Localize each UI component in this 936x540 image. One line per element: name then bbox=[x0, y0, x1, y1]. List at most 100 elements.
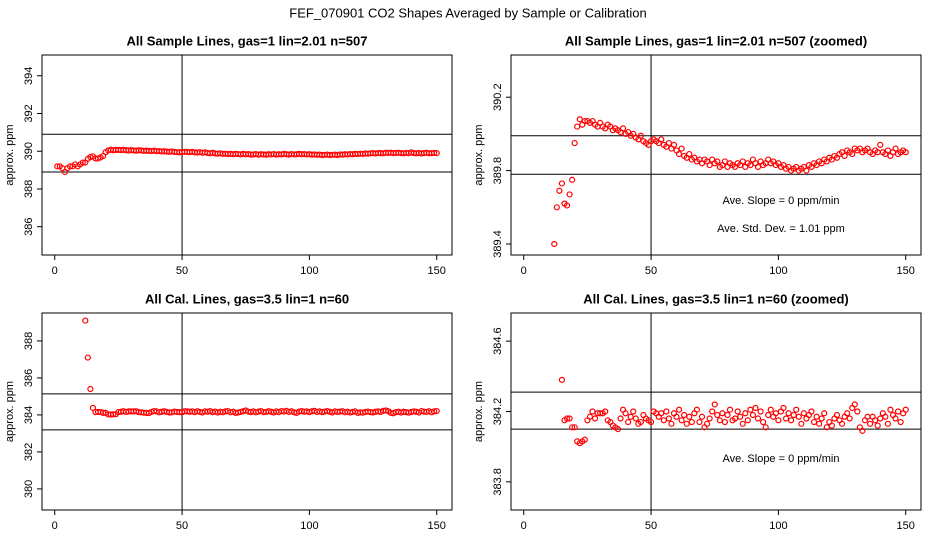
data-point bbox=[665, 415, 672, 422]
x-tick-label: 100 bbox=[300, 265, 318, 277]
data-point bbox=[630, 408, 637, 415]
data-point bbox=[658, 410, 665, 417]
x-tick-label: 50 bbox=[645, 265, 657, 277]
data-point bbox=[663, 408, 670, 415]
data-point bbox=[431, 408, 438, 415]
x-tick-label: 50 bbox=[176, 265, 188, 277]
data-point bbox=[821, 410, 828, 417]
data-point bbox=[744, 417, 751, 424]
data-point bbox=[788, 417, 795, 424]
y-tick-label: 380 bbox=[23, 480, 35, 498]
data-point bbox=[793, 406, 800, 413]
panel-title: All Sample Lines, gas=1 lin=2.01 n=507 (… bbox=[565, 33, 867, 48]
data-point bbox=[790, 411, 797, 419]
data-point bbox=[617, 415, 624, 422]
data-point bbox=[574, 123, 581, 130]
data-point bbox=[749, 411, 757, 419]
data-point bbox=[709, 408, 716, 415]
y-tick-label: 389.4 bbox=[492, 230, 504, 258]
data-point bbox=[785, 410, 792, 417]
data-point bbox=[589, 408, 596, 415]
plot-frame bbox=[510, 54, 922, 256]
data-point bbox=[82, 317, 89, 324]
x-tick-label: 0 bbox=[52, 520, 58, 532]
data-point bbox=[581, 436, 588, 443]
y-tick-label: 392 bbox=[23, 104, 35, 122]
y-tick-label: 383.8 bbox=[492, 468, 504, 496]
plot-area bbox=[511, 313, 921, 510]
data-point bbox=[752, 404, 759, 412]
y-axis-label: approx. ppm bbox=[4, 381, 16, 442]
data-point bbox=[754, 415, 762, 422]
data-point bbox=[731, 415, 739, 422]
data-point bbox=[571, 139, 578, 147]
x-tick-label: 100 bbox=[769, 520, 787, 532]
data-point bbox=[566, 415, 573, 422]
data-point bbox=[813, 413, 820, 420]
y-tick-label: 388 bbox=[23, 180, 35, 198]
data-point bbox=[558, 180, 566, 187]
data-point bbox=[563, 202, 571, 209]
data-point bbox=[775, 417, 782, 424]
data-point bbox=[686, 413, 693, 420]
x-tick-label: 100 bbox=[769, 265, 787, 277]
data-point bbox=[798, 420, 805, 427]
data-point bbox=[816, 420, 823, 427]
data-point bbox=[747, 161, 754, 169]
data-point bbox=[808, 408, 815, 415]
data-point bbox=[619, 125, 627, 132]
data-point bbox=[782, 415, 790, 422]
data-point bbox=[734, 408, 741, 415]
plot-area bbox=[42, 55, 452, 255]
y-axis-label: approx. ppm bbox=[4, 124, 16, 185]
data-point bbox=[765, 411, 772, 419]
data-point bbox=[874, 422, 881, 429]
data-point bbox=[637, 132, 644, 139]
data-point bbox=[760, 418, 767, 426]
data-point bbox=[711, 401, 718, 408]
data-point bbox=[716, 417, 723, 424]
annotation: Ave. Slope = 0 ppm/min bbox=[723, 453, 840, 465]
data-point bbox=[884, 420, 891, 427]
annotation: Ave. Slope = 0 ppm/min bbox=[723, 195, 840, 207]
data-point bbox=[87, 385, 94, 393]
panel-title: All Sample Lines, gas=1 lin=2.01 n=507 bbox=[127, 33, 368, 48]
data-point bbox=[757, 408, 764, 415]
data-point bbox=[849, 150, 856, 158]
y-axis-label: approx. ppm bbox=[473, 381, 485, 442]
x-tick-label: 0 bbox=[52, 265, 58, 277]
data-point bbox=[800, 410, 807, 417]
data-point bbox=[719, 410, 726, 417]
y-tick-label: 386 bbox=[23, 369, 35, 387]
plot-frame bbox=[41, 312, 453, 511]
data-point bbox=[767, 406, 774, 413]
data-point bbox=[780, 404, 787, 412]
data-point bbox=[431, 149, 438, 157]
panel-title: All Cal. Lines, gas=3.5 lin=1 n=60 bbox=[145, 291, 349, 306]
data-point bbox=[637, 418, 644, 426]
panel-title: All Cal. Lines, gas=3.5 lin=1 n=60 (zoom… bbox=[583, 291, 849, 306]
data-point bbox=[678, 417, 685, 424]
data-point bbox=[678, 145, 685, 152]
data-point bbox=[872, 417, 879, 424]
data-point bbox=[673, 413, 680, 420]
data-point bbox=[627, 413, 634, 420]
data-point bbox=[668, 420, 675, 427]
data-point bbox=[851, 401, 858, 408]
data-point bbox=[721, 158, 729, 165]
data-point bbox=[739, 158, 746, 165]
y-tick-label: 389.8 bbox=[492, 157, 504, 185]
data-point bbox=[864, 413, 871, 420]
data-point bbox=[625, 418, 632, 426]
data-point bbox=[795, 413, 802, 420]
data-point bbox=[828, 422, 835, 429]
data-point bbox=[658, 136, 665, 143]
y-tick-label: 384.6 bbox=[492, 327, 504, 355]
data-point bbox=[724, 411, 731, 419]
figure-title: FEF_070901 CO2 Shapes Averaged by Sample… bbox=[289, 5, 646, 20]
data-point bbox=[665, 139, 672, 147]
data-point bbox=[670, 141, 678, 149]
data-point bbox=[747, 406, 754, 413]
data-point bbox=[569, 176, 576, 183]
data-point bbox=[866, 420, 874, 427]
